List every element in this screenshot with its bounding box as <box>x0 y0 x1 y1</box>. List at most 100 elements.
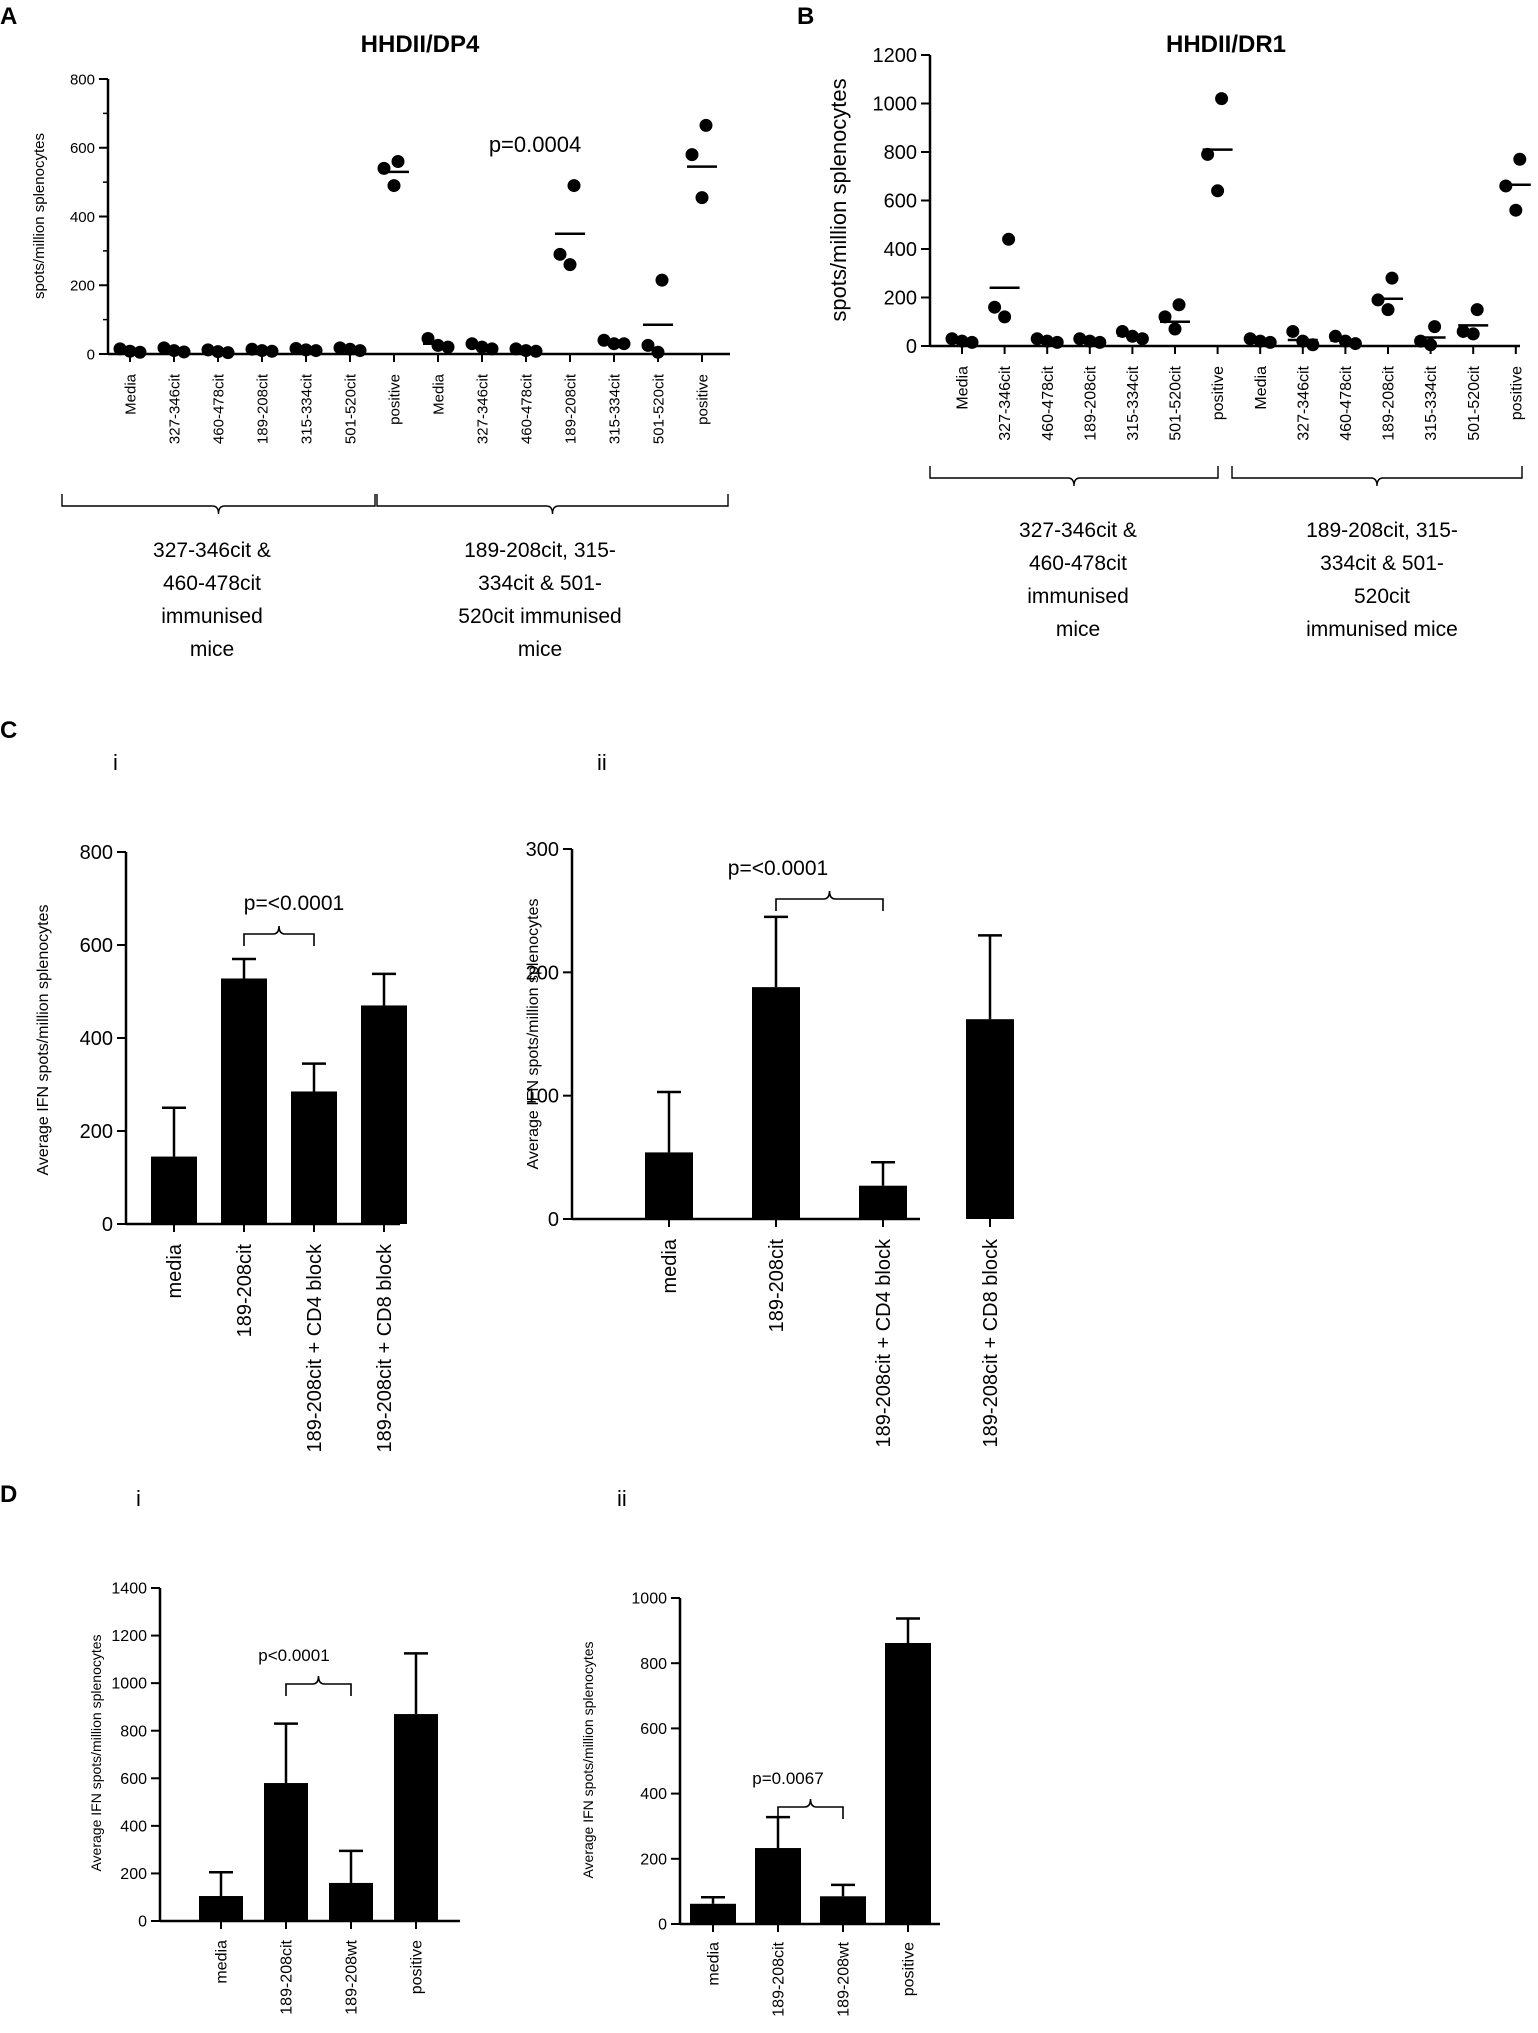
x-tick-label: 315-334cit <box>1125 365 1142 440</box>
data-point <box>655 273 669 287</box>
p-value-annotation: p=0.0067 <box>752 1769 823 1788</box>
data-point <box>221 346 235 360</box>
data-point <box>651 345 665 359</box>
group-label-b1: mice <box>1056 618 1100 641</box>
y-tick-label: 200 <box>526 962 559 984</box>
panel-label-d: D <box>0 1481 17 1508</box>
y-tick-label: 200 <box>80 1121 113 1143</box>
bar <box>394 1714 438 1921</box>
x-tick-label: 460-478cit <box>1338 365 1355 440</box>
data-point <box>965 335 979 349</box>
group-label-b1: 327-346cit & <box>1019 519 1137 542</box>
data-point <box>1211 184 1225 198</box>
x-tick-label: 189-208cit + CD8 block <box>374 1243 396 1452</box>
x-tick-label: 315-334cit <box>1423 365 1440 440</box>
data-point <box>945 332 959 346</box>
x-tick-label: 189-208cit <box>254 373 271 444</box>
p-value-annotation: p=<0.0001 <box>728 857 828 880</box>
significance-bracket <box>285 1675 352 1696</box>
data-point <box>353 344 367 358</box>
x-tick-label: 189-208cit <box>771 1941 788 2016</box>
bar <box>264 1783 308 1921</box>
data-point <box>1050 335 1064 349</box>
y-axis-label: Average IFN spots/million splenocytes <box>88 1634 104 1871</box>
panel-d-sub-i: i <box>136 1486 141 1511</box>
y-axis-label: spots/million splenocytes <box>826 78 851 321</box>
data-point <box>1381 303 1395 317</box>
data-point <box>387 179 401 193</box>
bar <box>361 1005 407 1224</box>
y-tick-label: 100 <box>526 1086 559 1108</box>
x-tick-label: 189-208wt <box>836 1941 853 2016</box>
group-label-b1: immunised <box>1027 585 1129 608</box>
x-tick-label: 189-208cit <box>562 373 579 444</box>
y-axis-label: spots/million splenocytes <box>31 133 48 299</box>
x-tick-label: 501-520cit <box>650 373 667 444</box>
bar <box>755 1848 801 1924</box>
y-tick-label: 800 <box>70 71 95 88</box>
bar <box>859 1185 907 1219</box>
data-point <box>1286 324 1300 338</box>
y-tick-label: 1000 <box>873 94 918 116</box>
x-tick-label: positive <box>386 374 403 425</box>
group-label-a1: mice <box>190 638 234 661</box>
y-tick-label: 600 <box>70 140 95 157</box>
data-point <box>998 310 1012 324</box>
data-point <box>1002 232 1016 246</box>
p-value-annotation: p=0.0004 <box>489 132 581 157</box>
x-tick-label: positive <box>1210 366 1227 420</box>
chart-c-ii: 0 100 200 300 Average IFN spots/million sple… <box>525 839 1014 1447</box>
group-label-a2: mice <box>518 638 562 661</box>
y-tick-label: 400 <box>640 1786 667 1803</box>
x-tick-label: 315-334cit <box>298 373 315 444</box>
group-label-b1: 460-478cit <box>1029 552 1127 575</box>
group-label-a1: immunised <box>161 605 263 628</box>
y-tick-label: 1400 <box>111 1581 147 1598</box>
y-tick-label: 300 <box>526 839 559 861</box>
panel-label-b: B <box>797 3 814 30</box>
data-point <box>421 332 435 346</box>
bar <box>151 1156 197 1224</box>
bar <box>329 1882 373 1921</box>
data-point <box>1215 92 1229 106</box>
group-brace-b2 <box>1231 466 1523 487</box>
x-tick-label: 501-520cit <box>1466 365 1483 440</box>
x-tick-label: positive <box>1508 366 1525 420</box>
y-tick-label: 200 <box>70 278 95 295</box>
significance-bracket <box>775 890 884 911</box>
x-tick-label: 189-208cit + CD8 block <box>980 1238 1002 1447</box>
x-tick-label: 315-334cit <box>606 373 623 444</box>
chart-title: HHDII/DP4 <box>361 31 480 58</box>
x-tick-label: 327-346cit <box>474 373 491 444</box>
bar <box>690 1903 736 1924</box>
y-tick-label: 1000 <box>111 1676 147 1693</box>
p-value-annotation: p=<0.0001 <box>244 892 344 915</box>
panel-d-sub-ii: ii <box>617 1486 627 1511</box>
y-tick-label: 600 <box>80 935 113 957</box>
x-tick-label: 189-208cit + CD4 block <box>873 1238 895 1447</box>
data-point <box>1168 322 1182 336</box>
y-tick-label: 1200 <box>873 45 918 67</box>
y-tick-label: 400 <box>120 1818 147 1835</box>
chart-d-i: 0 200 400 600 800 1000 1200 1400 Average IFN spo… <box>88 1581 460 2015</box>
y-tick-label: 0 <box>658 1917 667 1934</box>
data-point <box>1201 147 1215 161</box>
x-tick-label: Media <box>122 373 139 415</box>
y-tick-label: 600 <box>120 1771 147 1788</box>
bar <box>820 1896 866 1924</box>
x-tick-label: media <box>164 1243 186 1298</box>
x-tick-label: 460-478cit <box>1040 365 1057 440</box>
y-tick-label: 1000 <box>631 1591 667 1608</box>
data-point <box>133 345 147 359</box>
p-value-annotation: p<0.0001 <box>258 1646 329 1665</box>
x-tick-label: 327-346cit <box>997 365 1014 440</box>
y-tick-label: 0 <box>87 346 95 363</box>
x-tick-label: media <box>214 1940 231 1984</box>
x-tick-label: 189-208cit <box>1082 365 1099 440</box>
data-point <box>563 258 577 272</box>
data-point <box>1158 310 1172 324</box>
x-tick-label: Media <box>955 366 972 410</box>
group-label-b2: 334cit & 501- <box>1320 552 1444 575</box>
bar <box>291 1091 337 1224</box>
group-braces: 327-346cit & 460-478cit immunised mice 189-2… <box>61 466 1523 661</box>
